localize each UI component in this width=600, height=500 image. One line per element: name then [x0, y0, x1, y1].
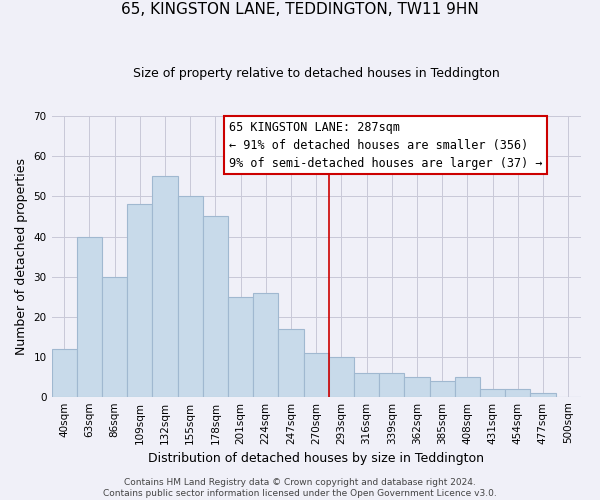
Bar	[203, 216, 228, 396]
Y-axis label: Number of detached properties: Number of detached properties	[15, 158, 28, 355]
Bar	[178, 196, 203, 396]
Bar	[404, 376, 430, 396]
Bar	[354, 372, 379, 396]
Bar	[430, 380, 455, 396]
Bar	[505, 388, 530, 396]
Bar	[77, 236, 102, 396]
Bar	[379, 372, 404, 396]
Bar	[127, 204, 152, 396]
Bar	[228, 296, 253, 396]
Bar	[530, 392, 556, 396]
Bar	[480, 388, 505, 396]
Bar	[304, 352, 329, 397]
Text: 65, KINGSTON LANE, TEDDINGTON, TW11 9HN: 65, KINGSTON LANE, TEDDINGTON, TW11 9HN	[121, 2, 479, 18]
Bar	[329, 356, 354, 397]
Text: 65 KINGSTON LANE: 287sqm
← 91% of detached houses are smaller (356)
9% of semi-d: 65 KINGSTON LANE: 287sqm ← 91% of detach…	[229, 120, 542, 170]
Bar	[253, 292, 278, 397]
X-axis label: Distribution of detached houses by size in Teddington: Distribution of detached houses by size …	[148, 452, 484, 465]
Bar	[102, 276, 127, 396]
Bar	[52, 348, 77, 397]
Bar	[278, 328, 304, 396]
Title: Size of property relative to detached houses in Teddington: Size of property relative to detached ho…	[133, 68, 500, 80]
Text: Contains HM Land Registry data © Crown copyright and database right 2024.
Contai: Contains HM Land Registry data © Crown c…	[103, 478, 497, 498]
Bar	[152, 176, 178, 396]
Bar	[455, 376, 480, 396]
